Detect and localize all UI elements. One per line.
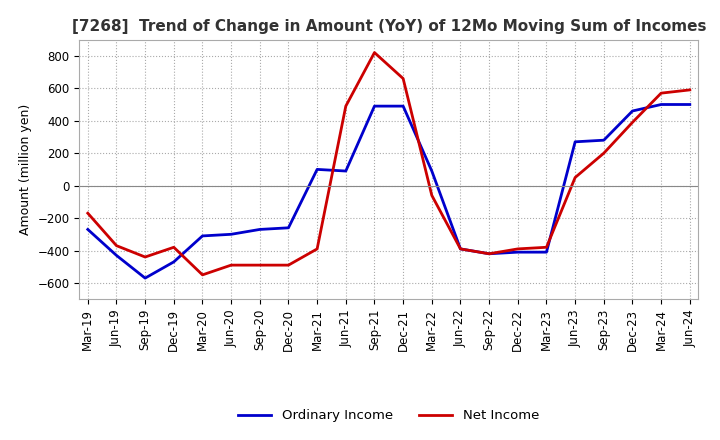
Ordinary Income	[456, 246, 465, 252]
Ordinary Income	[600, 138, 608, 143]
Y-axis label: Amount (million yen): Amount (million yen)	[19, 104, 32, 235]
Ordinary Income	[84, 227, 92, 232]
Net Income	[370, 50, 379, 55]
Net Income	[112, 243, 121, 248]
Ordinary Income	[227, 231, 235, 237]
Ordinary Income	[628, 108, 636, 114]
Ordinary Income	[312, 167, 321, 172]
Ordinary Income	[141, 275, 150, 281]
Net Income	[399, 76, 408, 81]
Line: Net Income: Net Income	[88, 52, 690, 275]
Net Income	[169, 245, 178, 250]
Net Income	[485, 251, 493, 257]
Ordinary Income	[485, 251, 493, 257]
Net Income	[600, 150, 608, 156]
Net Income	[456, 246, 465, 252]
Ordinary Income	[256, 227, 264, 232]
Ordinary Income	[657, 102, 665, 107]
Net Income	[284, 263, 293, 268]
Net Income	[227, 263, 235, 268]
Legend: Ordinary Income, Net Income: Ordinary Income, Net Income	[233, 404, 544, 428]
Ordinary Income	[399, 103, 408, 109]
Net Income	[628, 120, 636, 125]
Net Income	[84, 211, 92, 216]
Ordinary Income	[284, 225, 293, 231]
Ordinary Income	[198, 233, 207, 238]
Net Income	[685, 87, 694, 92]
Ordinary Income	[685, 102, 694, 107]
Title: [7268]  Trend of Change in Amount (YoY) of 12Mo Moving Sum of Incomes: [7268] Trend of Change in Amount (YoY) o…	[71, 19, 706, 34]
Ordinary Income	[571, 139, 580, 144]
Net Income	[256, 263, 264, 268]
Net Income	[198, 272, 207, 278]
Ordinary Income	[542, 249, 551, 255]
Line: Ordinary Income: Ordinary Income	[88, 104, 690, 278]
Ordinary Income	[112, 253, 121, 258]
Net Income	[312, 246, 321, 252]
Net Income	[542, 245, 551, 250]
Net Income	[657, 91, 665, 96]
Ordinary Income	[370, 103, 379, 109]
Net Income	[513, 246, 522, 252]
Ordinary Income	[169, 259, 178, 264]
Net Income	[571, 175, 580, 180]
Net Income	[428, 193, 436, 198]
Ordinary Income	[513, 249, 522, 255]
Ordinary Income	[341, 169, 350, 174]
Ordinary Income	[428, 169, 436, 174]
Net Income	[141, 254, 150, 260]
Net Income	[341, 103, 350, 109]
